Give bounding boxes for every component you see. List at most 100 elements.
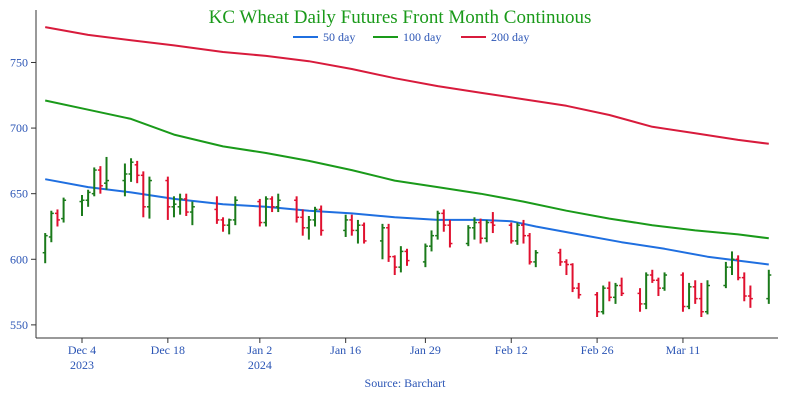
y-tick-label: 600 — [10, 252, 28, 266]
x-tick-label: Dec 18 — [151, 343, 185, 357]
series-line-200-day — [45, 26, 769, 145]
ohlc-bar — [300, 209, 306, 236]
ohlc-bar — [104, 156, 110, 190]
legend-item-100-day: 100 day — [373, 30, 441, 44]
y-tick-label: 750 — [10, 55, 28, 69]
ohlc-bar — [214, 196, 220, 224]
ohlc-bar — [392, 255, 398, 276]
legend-label-200-day: 200 day — [491, 30, 529, 44]
plot-area — [42, 26, 772, 318]
y-tick-label: 550 — [10, 318, 28, 332]
ohlc-bar — [91, 167, 97, 197]
ohlc-bar — [447, 219, 453, 248]
ohlc-bar — [563, 259, 569, 276]
ohlc-bar — [747, 285, 753, 308]
ohlc-bar — [741, 272, 747, 302]
ohlc-bar — [766, 269, 772, 304]
ohlc-bar — [79, 194, 85, 216]
ohlc-bar — [232, 196, 238, 226]
ohlc-bar — [606, 281, 612, 302]
ohlc-bar — [177, 193, 183, 215]
ohlc-bar — [637, 288, 643, 312]
ohlc-bar — [643, 272, 649, 310]
source-label: Source: Barchart — [365, 376, 447, 390]
ohlc-bar — [171, 196, 177, 218]
ohlc-bar — [619, 277, 625, 297]
ohlc-bar — [723, 261, 729, 289]
ohlc-bar — [54, 209, 60, 227]
y-tick-label: 650 — [10, 187, 28, 201]
ohlc-bar — [692, 280, 698, 304]
ohlc-bar — [557, 248, 563, 266]
ohlc-bar — [441, 209, 447, 232]
ohlc-bar — [484, 219, 490, 243]
ohlc-bar — [134, 160, 140, 184]
ohlc-bar — [226, 218, 232, 235]
ohlc-bar — [128, 158, 134, 182]
ohlc-bar — [600, 285, 606, 315]
legend-label-50-day: 50 day — [323, 30, 355, 44]
ohlc-bar — [61, 197, 67, 223]
ohlc-bar — [686, 282, 692, 310]
ohlc-bar — [306, 215, 312, 240]
ohlc-bar — [655, 277, 661, 297]
ohlc-bar — [435, 210, 441, 240]
ohlc-bar — [386, 223, 392, 262]
ohlc-bar — [312, 206, 318, 227]
ohlc-bar — [662, 272, 668, 291]
ohlc-bar — [85, 189, 91, 207]
ohlc-bar — [422, 243, 428, 268]
ohlc-bar — [490, 212, 496, 234]
x-tick-label: Jan 29 — [410, 343, 441, 357]
legend: 50 day 100 day 200 day — [293, 30, 529, 44]
ohlc-bar — [429, 230, 435, 252]
ohlc-bar — [612, 282, 618, 304]
ohlc-bar — [349, 214, 355, 236]
ohlc-bar — [521, 219, 527, 244]
y-tick-label: 700 — [10, 121, 28, 135]
ohlc-bar — [533, 250, 539, 268]
ohlc-bar — [220, 217, 226, 232]
ohlc-bar — [318, 205, 324, 236]
ohlc-bar — [680, 272, 686, 312]
ohlc-bar — [379, 223, 385, 260]
ohlc-bar — [398, 246, 404, 273]
ohlc-bar — [471, 217, 477, 240]
ohlc-bar — [465, 225, 471, 247]
series-line-50-day — [45, 178, 769, 266]
ohlc-bar — [735, 255, 741, 281]
ohlc-bar — [404, 248, 410, 266]
y-axis: 550 600 650 700 750 — [10, 10, 37, 338]
ohlc-bar — [594, 292, 600, 318]
ohlc-bar — [355, 219, 361, 244]
x-tick-label: Dec 4 — [68, 343, 96, 357]
ohlc-bar — [140, 171, 146, 218]
ohlc-bar — [42, 233, 48, 264]
legend-item-200-day: 200 day — [461, 30, 529, 44]
x-tick-label: Feb 26 — [581, 343, 614, 357]
ohlc-bar — [48, 210, 54, 243]
ohlc-bar — [97, 166, 103, 194]
ohlc-bar — [508, 222, 514, 244]
ohlc-bar — [257, 198, 263, 227]
ohlc-bar — [269, 196, 275, 213]
ohlc-bar — [146, 176, 152, 219]
ohlc-bar — [263, 196, 269, 227]
ohlc-bar — [514, 222, 520, 245]
ohlc-bar — [343, 214, 349, 237]
x-tick-label: Mar 11 — [666, 343, 701, 357]
chart-title: KC Wheat Daily Futures Front Month Conti… — [209, 7, 592, 28]
x-tick-label: Jan 2 — [247, 343, 272, 357]
ohlc-bar — [294, 196, 300, 223]
ohlc-bar — [189, 201, 195, 226]
ohlc-bar — [275, 193, 281, 213]
legend-item-50-day: 50 day — [293, 30, 355, 44]
ohlc-bar — [698, 282, 704, 318]
ohlc-bar — [122, 163, 128, 197]
ohlc-bar — [576, 282, 582, 299]
ohlc-bar — [649, 269, 655, 283]
ohlc-bar — [361, 222, 367, 244]
ohlc-bar — [165, 176, 171, 220]
x-tick-year-label: 2023 — [70, 358, 94, 372]
